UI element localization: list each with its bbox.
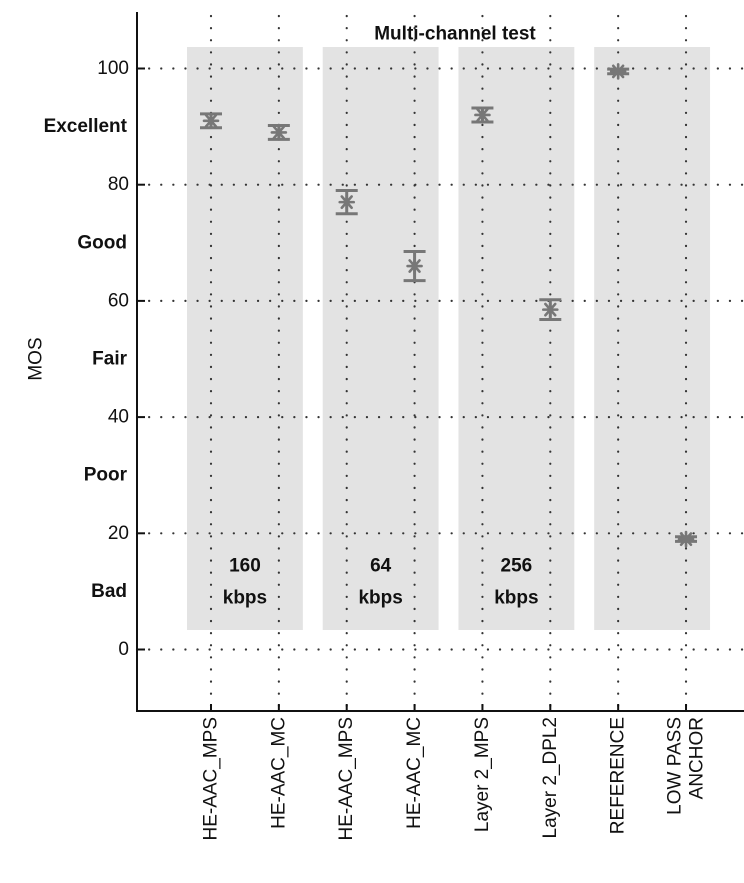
data-points xyxy=(200,63,698,548)
quality-label-bad: Bad xyxy=(91,581,127,602)
gridlines xyxy=(135,14,744,713)
y-tick-label: 20 xyxy=(108,523,129,544)
y-tick-label: 0 xyxy=(118,639,129,660)
quality-label-fair: Fair xyxy=(92,349,127,370)
group-label-1-line-0: 64 xyxy=(370,556,392,577)
category-label-3: HE-AAC_MC xyxy=(404,717,425,829)
data-point-1 xyxy=(267,123,290,141)
star-marker xyxy=(406,257,423,275)
y-tick-label: 40 xyxy=(108,407,129,428)
star-marker xyxy=(270,124,288,141)
star-marker xyxy=(338,193,356,211)
group-label-2-line-1: kbps xyxy=(494,588,538,609)
category-label-6: REFERENCE xyxy=(608,717,629,834)
star-marker xyxy=(609,63,627,80)
data-point-5 xyxy=(539,298,562,321)
data-point-4 xyxy=(471,106,494,124)
chart-text: 0 20 40 60 80 100 Excellent Good Fair Poor Bad MOS M… xyxy=(26,24,708,841)
chart-title: Multi-channel test xyxy=(374,24,536,45)
axes xyxy=(136,12,744,712)
group-band-2 xyxy=(458,47,575,630)
group-label-2-line-0: 256 xyxy=(501,556,533,577)
group-label-1-line-1: kbps xyxy=(358,588,402,609)
group-band-0 xyxy=(187,47,303,630)
category-label-1: HE-AAC_MC xyxy=(268,717,289,829)
group-label-0-line-0: 160 xyxy=(229,556,261,577)
group-label-0-line-1: kbps xyxy=(223,588,267,609)
category-label-7: ANCHOR xyxy=(687,717,708,799)
data-point-2 xyxy=(335,189,358,216)
y-tick-label: 80 xyxy=(108,174,129,195)
group-band-1 xyxy=(322,47,439,630)
category-label-2: HE-AAC_MPS xyxy=(336,717,357,841)
star-marker xyxy=(542,301,559,318)
y-axis-label: MOS xyxy=(26,337,47,380)
quality-label-good: Good xyxy=(77,232,127,253)
shaded-bands xyxy=(187,47,711,630)
category-label-7: LOW PASS xyxy=(665,717,686,815)
quality-label-poor: Poor xyxy=(84,465,128,486)
star-marker xyxy=(474,106,491,124)
quality-label-excellent: Excellent xyxy=(44,116,128,137)
data-point-0 xyxy=(200,112,222,130)
category-label-0: HE-AAC_MPS xyxy=(201,717,222,841)
star-marker xyxy=(677,530,695,548)
category-label-5: Layer 2_DPL2 xyxy=(540,717,561,838)
data-point-6 xyxy=(607,63,630,80)
category-label-4: Layer 2_MPS xyxy=(472,717,493,832)
data-point-7 xyxy=(675,530,698,548)
y-tick-label: 100 xyxy=(97,58,129,79)
y-tick-label: 60 xyxy=(108,290,129,311)
star-marker xyxy=(202,112,220,130)
data-point-3 xyxy=(403,250,426,283)
